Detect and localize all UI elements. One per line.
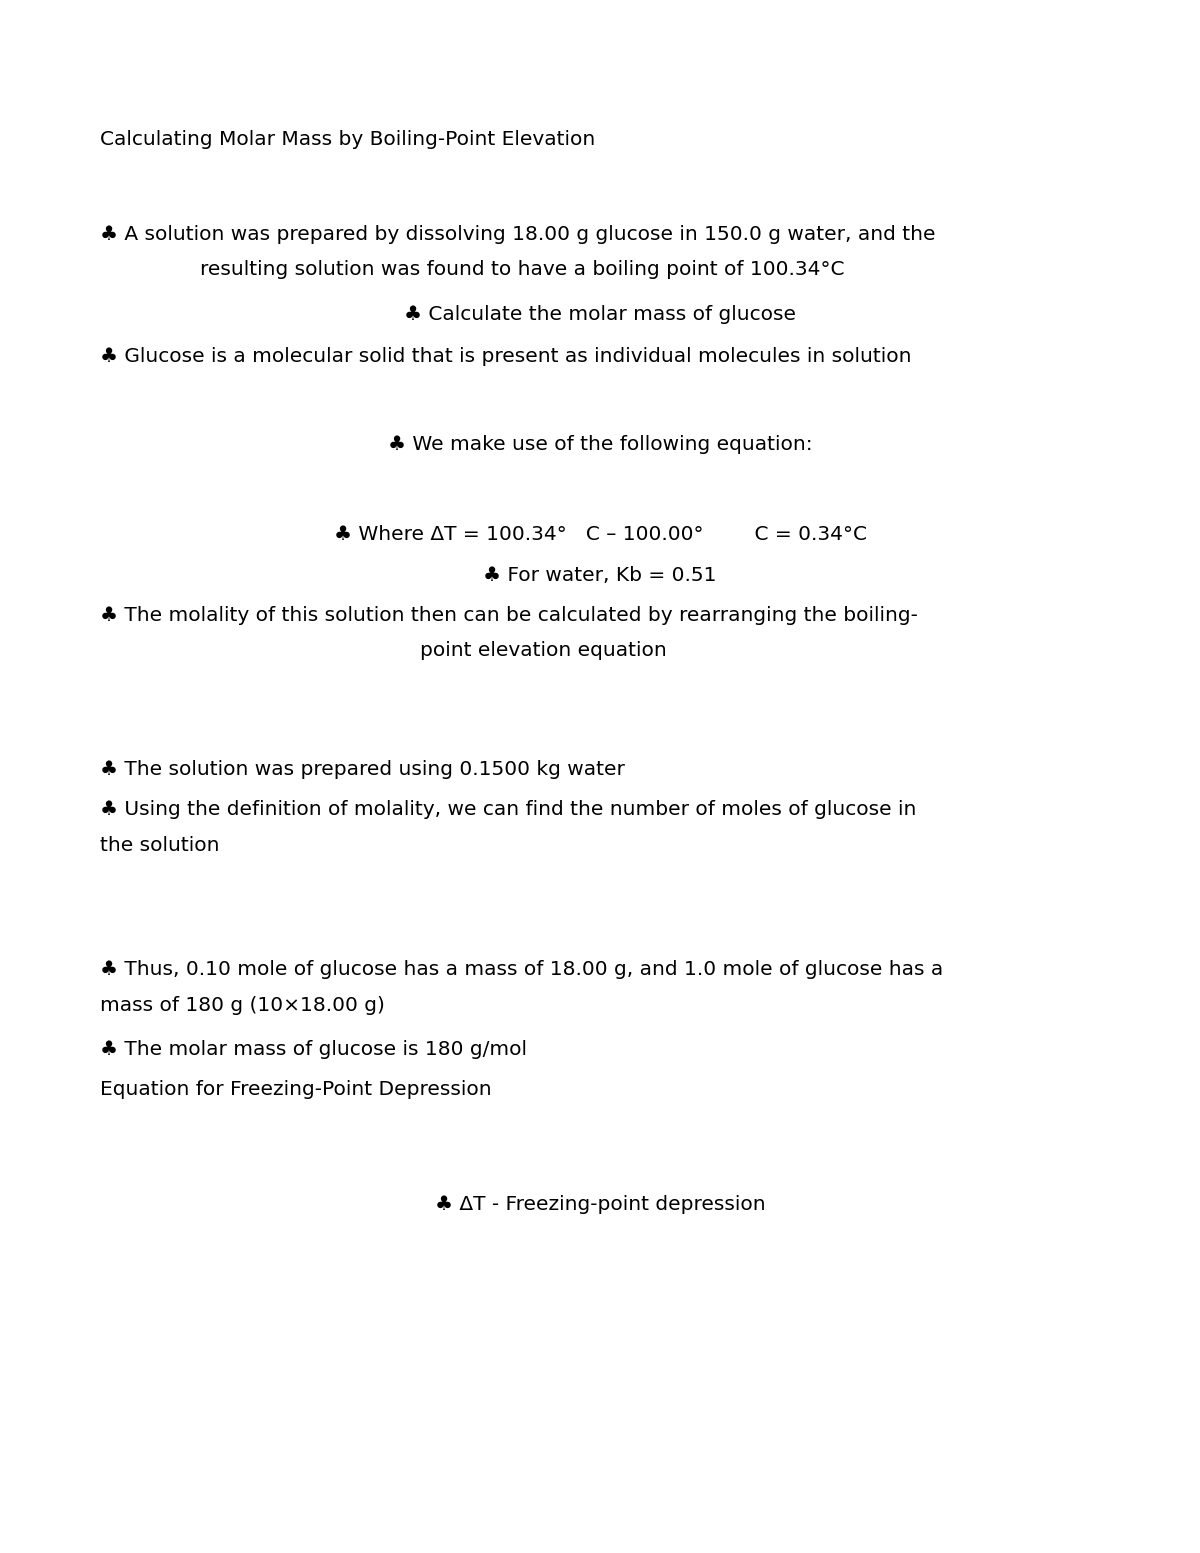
Text: ♣ A solution was prepared by dissolving 18.00 g glucose in 150.0 g water, and th: ♣ A solution was prepared by dissolving … (100, 225, 936, 244)
Text: ♣ Thus, 0.10 mole of glucose has a mass of 18.00 g, and 1.0 mole of glucose has : ♣ Thus, 0.10 mole of glucose has a mass … (100, 960, 943, 978)
Text: ♣ Where ΔT = 100.34°   C – 100.00°        C = 0.34°C: ♣ Where ΔT = 100.34° C – 100.00° C = 0.3… (334, 525, 866, 544)
Text: ♣ We make use of the following equation:: ♣ We make use of the following equation: (388, 435, 812, 453)
Text: ♣ ΔT - Freezing-point depression: ♣ ΔT - Freezing-point depression (434, 1194, 766, 1214)
Text: ♣ Glucose is a molecular solid that is present as individual molecules in soluti: ♣ Glucose is a molecular solid that is p… (100, 346, 912, 367)
Text: point elevation equation: point elevation equation (420, 641, 667, 660)
Text: ♣ Using the definition of molality, we can find the number of moles of glucose i: ♣ Using the definition of molality, we c… (100, 800, 917, 818)
Text: mass of 180 g (10×18.00 g): mass of 180 g (10×18.00 g) (100, 995, 385, 1016)
Text: Calculating Molar Mass by Boiling-Point Elevation: Calculating Molar Mass by Boiling-Point … (100, 130, 595, 149)
Text: ♣ The molality of this solution then can be calculated by rearranging the boilin: ♣ The molality of this solution then can… (100, 606, 918, 624)
Text: Equation for Freezing-Point Depression: Equation for Freezing-Point Depression (100, 1079, 492, 1100)
Text: ♣ The molar mass of glucose is 180 g/mol: ♣ The molar mass of glucose is 180 g/mol (100, 1041, 527, 1059)
Text: resulting solution was found to have a boiling point of 100.34°C: resulting solution was found to have a b… (200, 259, 845, 280)
Text: ♣ The solution was prepared using 0.1500 kg water: ♣ The solution was prepared using 0.1500… (100, 759, 625, 780)
Text: the solution: the solution (100, 836, 220, 856)
Text: ♣ Calculate the molar mass of glucose: ♣ Calculate the molar mass of glucose (404, 304, 796, 325)
Text: ♣ For water, Kb = 0.51: ♣ For water, Kb = 0.51 (484, 565, 716, 585)
